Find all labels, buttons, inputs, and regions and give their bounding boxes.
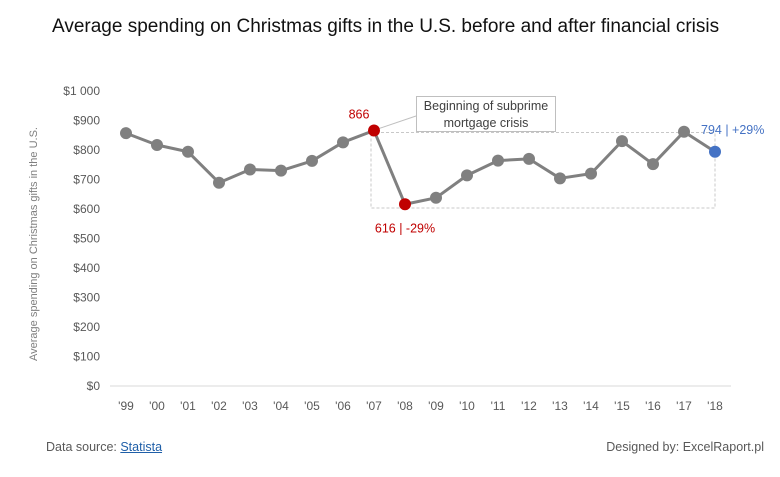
last-data-label: 794 | +29% [701,123,764,137]
data-point [213,176,225,189]
crisis-annotation-box: Beginning of subprime mortgage crisis [416,96,556,132]
data-point-peak [368,124,380,137]
data-point [275,164,287,177]
statista-link[interactable]: Statista [120,440,163,454]
x-tick-label: '01 [180,399,196,413]
y-tick-label: $200 [73,320,100,334]
data-point [244,163,256,176]
data-point [554,172,566,185]
crisis-annotation-line2: mortgage crisis [443,116,529,130]
data-point [337,136,349,149]
x-tick-label: '00 [149,399,165,413]
data-source: Data source: Statista [46,440,162,454]
annotation-connector [378,115,417,130]
x-tick-label: '18 [707,399,723,413]
y-tick-label: $0 [87,379,101,393]
chart-title: Average spending on Christmas gifts in t… [52,16,720,37]
x-tick-label: '09 [428,399,444,413]
y-tick-label: $1 000 [63,84,100,98]
x-tick-label: '99 [118,399,134,413]
data-source-prefix: Data source: [46,440,121,454]
designer-credit: Designed by: ExcelRaport.pl [606,440,764,454]
x-tick-label: '04 [273,399,289,413]
x-tick-label: '05 [304,399,320,413]
x-tick-label: '14 [583,399,599,413]
data-point [647,158,659,171]
data-point [492,154,504,167]
x-tick-label: '02 [211,399,227,413]
data-point [182,145,194,158]
x-tick-label: '12 [521,399,537,413]
data-point [616,135,628,148]
data-point [306,154,318,167]
data-point [120,127,132,140]
data-point-last [709,145,721,158]
crisis-dashed-frame [370,132,716,209]
crisis-annotation-line1: Beginning of subprime [423,99,549,113]
y-tick-label: $300 [73,291,100,305]
y-tick-label: $400 [73,261,100,275]
x-tick-label: '15 [614,399,630,413]
x-tick-label: '08 [397,399,413,413]
x-tick-label: '11 [491,399,506,413]
x-tick-label: '13 [552,399,568,413]
trough-data-label: 616 | -29% [375,221,435,235]
y-tick-label: $500 [73,232,100,246]
data-point-trough [399,198,411,211]
y-tick-label: $100 [73,350,100,364]
data-point [678,125,690,138]
x-tick-label: '03 [242,399,258,413]
y-tick-label: $600 [73,202,100,216]
data-point [585,167,597,180]
x-tick-label: '17 [676,399,692,413]
data-point [461,169,473,182]
x-tick-label: '10 [459,399,475,413]
x-tick-label: '07 [366,399,382,413]
y-tick-label: $700 [73,173,100,187]
data-point [430,191,442,204]
data-point [151,138,163,151]
y-tick-label: $800 [73,143,100,157]
x-tick-label: '16 [645,399,661,413]
data-point [523,152,535,165]
peak-data-label: 866 [349,108,370,122]
x-tick-label: '06 [335,399,351,413]
y-tick-label: $900 [73,114,100,128]
